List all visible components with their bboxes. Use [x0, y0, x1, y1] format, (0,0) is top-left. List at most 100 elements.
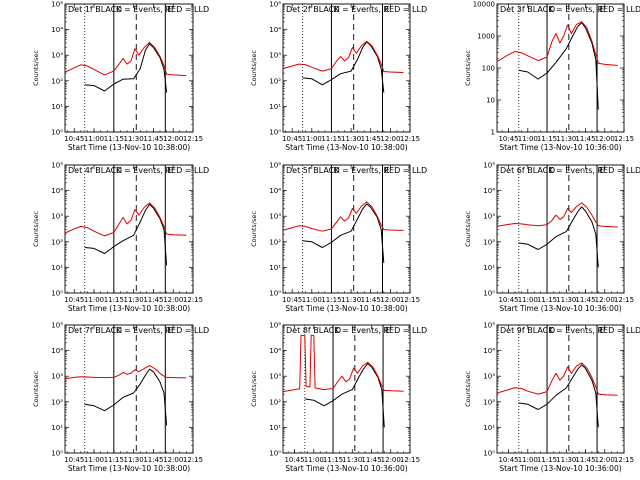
panel-title: Det 6f BLACK = Events, RED = LLD — [500, 166, 640, 175]
y-axis-label: Counts/sec — [464, 211, 472, 247]
panel-title: Det 7f BLACK = Events, RED = LLD — [68, 326, 209, 335]
plot-frame — [64, 324, 194, 454]
x-tick-label: 12:00 — [595, 296, 615, 304]
x-tick-label: 11:15 — [537, 296, 557, 304]
marker-D: D — [549, 166, 555, 175]
x-tick-label: 11:45 — [361, 456, 381, 464]
y-tick-label: 10⁴ — [51, 187, 63, 195]
y-tick-label: 10¹ — [269, 424, 281, 432]
x-tick-label: 12:00 — [163, 296, 183, 304]
y-tick-label: 10² — [51, 77, 63, 85]
series-events-line — [518, 364, 599, 428]
marker-D: D — [333, 5, 339, 14]
x-tick-label: 12:15 — [183, 135, 203, 143]
y-tick-label: 10² — [483, 238, 495, 246]
series-events-line — [84, 368, 168, 426]
panel-det-8: Det 8f BLACK = Events, RED = LLD 10⁰ 10¹ 10… — [250, 322, 427, 474]
plot-frame — [282, 3, 411, 133]
x-axis-label: Start Time (13-Nov-10 10:38:00) — [68, 464, 190, 473]
y-tick-label: 10⁵ — [269, 162, 281, 170]
y-tick-label: 10² — [269, 398, 281, 406]
panel-det-2: Det 2f BLACK = Events, RED = LLD10⁰10¹10… — [250, 1, 427, 153]
y-tick-label: 10⁰ — [51, 129, 63, 137]
x-tick-label: 11:15 — [104, 296, 124, 304]
y-tick-label: 10³ — [269, 213, 281, 221]
x-axis-label: Start Time (13-Nov-10 10:38:00) — [285, 143, 407, 152]
panel-det-3: Det 3f BLACK = Events, RED = LLD11010010… — [464, 1, 640, 153]
y-tick-label: 10⁰ — [51, 450, 63, 458]
y-tick-label: 10⁵ — [51, 162, 63, 170]
y-axis-label: Counts/sec — [464, 371, 472, 407]
x-tick-label: 11:00 — [304, 456, 324, 464]
series-events-line — [84, 203, 168, 266]
x-axis-label: Start Time (13-Nov-10 10:36:00) — [285, 464, 407, 473]
y-tick-label: 10² — [269, 238, 281, 246]
x-tick-label: 12:00 — [595, 456, 615, 464]
x-axis-label: Start Time (13-Nov-10 10:38:00) — [68, 304, 190, 313]
x-tick-label: 11:00 — [518, 296, 538, 304]
marker-E: E — [599, 166, 604, 175]
marker-E: E — [385, 326, 390, 335]
y-tick-label: 10² — [483, 398, 495, 406]
x-tick-label: 12:15 — [614, 296, 634, 304]
marker-D: D — [549, 5, 555, 14]
x-tick-label: 11:45 — [361, 135, 381, 143]
panel-title: Det 8f BLACK = Events, RED = LLD — [286, 326, 427, 335]
marker-D: D — [333, 166, 339, 175]
marker-E: E — [385, 5, 390, 14]
x-tick-label: 11:30 — [556, 456, 576, 464]
y-tick-label: 10³ — [269, 52, 281, 60]
series-lld-line — [64, 365, 187, 380]
y-tick-label: 10³ — [51, 373, 63, 381]
panel-title: Det 1f BLACK = Events, RED = LLD — [68, 5, 209, 14]
series-lld-line — [496, 21, 618, 66]
x-tick-label: 11:45 — [143, 135, 163, 143]
x-tick-label: 10:45 — [498, 296, 518, 304]
y-tick-label: 10000 — [473, 1, 495, 9]
plot-frame — [496, 3, 625, 133]
marker-D: D — [116, 326, 122, 335]
x-tick-label: 11:00 — [518, 135, 538, 143]
panel-det-7: Det 7f BLACK = Events, RED = LLD10⁰10¹10… — [32, 322, 209, 474]
x-tick-label: 10:45 — [64, 135, 84, 143]
x-tick-label: 11:00 — [302, 296, 322, 304]
series-lld-line — [496, 202, 618, 228]
x-tick-label: 12:00 — [595, 135, 615, 143]
series-lld-line — [64, 41, 187, 77]
y-tick-label: 10³ — [483, 373, 495, 381]
y-tick-label: 10⁰ — [51, 290, 63, 298]
marker-D: D — [116, 166, 122, 175]
panel-title: Det 5f BLACK = Events, RED = LLD — [286, 166, 427, 175]
marker-E: E — [385, 166, 390, 175]
series-events-line — [302, 203, 385, 263]
y-tick-label: 10⁵ — [483, 322, 495, 330]
series-events-line — [84, 43, 168, 93]
series-events-line — [304, 363, 385, 428]
y-tick-label: 10³ — [51, 52, 63, 60]
marker-E: E — [167, 326, 172, 335]
y-tick-label: 10⁴ — [483, 347, 495, 355]
marker-E: E — [167, 5, 172, 14]
x-tick-label: 10:45 — [284, 456, 304, 464]
y-tick-label: 10² — [51, 238, 63, 246]
x-tick-label: 12:00 — [380, 296, 400, 304]
x-tick-label: 11:15 — [104, 135, 124, 143]
x-tick-label: 11:00 — [84, 135, 104, 143]
panel-title: Det 3f BLACK = Events, RED = LLD — [500, 5, 640, 14]
x-tick-label: 11:30 — [342, 456, 362, 464]
x-tick-label: 11:45 — [361, 296, 381, 304]
plot-frame — [282, 324, 411, 454]
y-tick-label: 10¹ — [51, 264, 63, 272]
y-axis-label: Counts/sec — [32, 211, 40, 247]
marker-E: E — [599, 5, 604, 14]
x-tick-label: 11:00 — [518, 456, 538, 464]
x-tick-label: 11:30 — [556, 135, 576, 143]
panel-det-4: Det 4f BLACK = Events, RED = LLD10⁰10¹10… — [32, 162, 209, 314]
x-tick-label: 11:15 — [321, 135, 341, 143]
y-tick-label: 1000 — [477, 33, 495, 41]
x-axis-label: Start Time (13-Nov-10 10:36:00) — [499, 143, 621, 152]
y-tick-label: 10⁰ — [269, 290, 281, 298]
y-tick-label: 10⁰ — [269, 450, 281, 458]
y-axis-label: Counts/sec — [250, 211, 258, 247]
y-axis-label: Counts/sec — [250, 371, 258, 407]
